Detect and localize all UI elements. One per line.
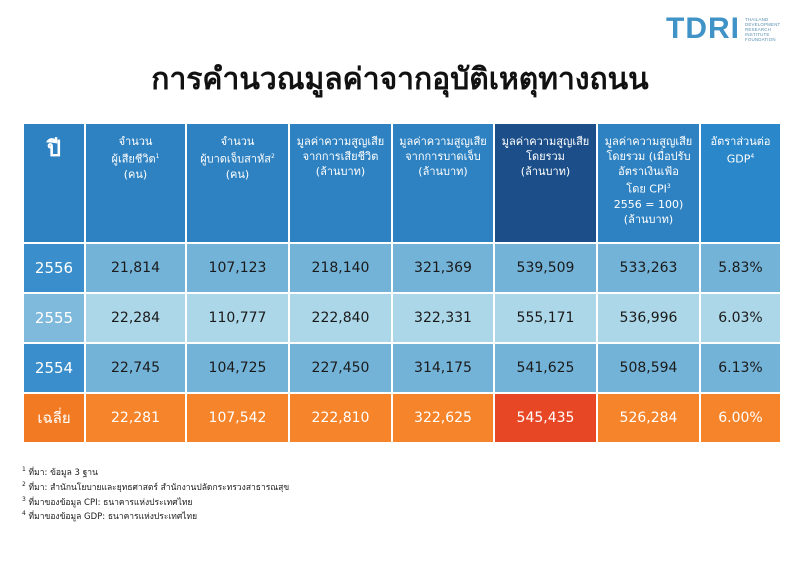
cell-loss-total: 545,435	[493, 392, 598, 444]
cell-gdp-ratio: 6.03%	[699, 292, 782, 344]
cell-gdp-ratio: 6.00%	[699, 392, 782, 444]
header-loss-injury: มูลค่าความสูญเสีย จากการบาดเจ็บ (ล้านบาท…	[391, 122, 495, 244]
table-row-average: เฉลี่ย 22,281 107,542 222,810 322,625 54…	[22, 392, 782, 444]
cell-gdp-ratio: 5.83%	[699, 242, 782, 294]
cell-deaths: 22,281	[84, 392, 187, 444]
cell-deaths: 22,745	[84, 342, 187, 394]
cell-gdp-ratio: 6.13%	[699, 342, 782, 394]
header-loss-adjusted: มูลค่าความสูญเสีย โดยรวม (เมื่อปรับ อัตร…	[596, 122, 701, 244]
table-row: 2556 21,814 107,123 218,140 321,369 539,…	[22, 242, 782, 294]
cell-loss-adjusted: 508,594	[596, 342, 701, 394]
row-year: เฉลี่ย	[22, 392, 86, 444]
cell-loss-death: 218,140	[288, 242, 393, 294]
footnote: 1 ที่มา: ข้อมูล 3 ฐาน	[22, 466, 98, 478]
cell-deaths: 22,284	[84, 292, 187, 344]
row-year: 2554	[22, 342, 86, 394]
logo-sub-line: RESEARCH	[745, 26, 771, 32]
cell-loss-death: 222,840	[288, 292, 393, 344]
cell-loss-injury: 322,625	[391, 392, 495, 444]
header-injured: จำนวน ผู้บาดเจ็บสาหัส2 (คน)	[185, 122, 290, 244]
cell-loss-death: 227,450	[288, 342, 393, 394]
header-loss-death: มูลค่าความสูญเสีย จากการเสียชีวิต (ล้านบ…	[288, 122, 393, 244]
row-year: 2556	[22, 242, 86, 294]
loss-table: ปี จำนวน ผู้เสียชีวิต1 (คน) จำนวน ผู้บาด…	[22, 122, 782, 444]
cell-loss-injury: 314,175	[391, 342, 495, 394]
footnotes: 1 ที่มา: ข้อมูล 3 ฐาน 2 ที่มา: สำนักนโยบ…	[22, 464, 289, 523]
cell-loss-adjusted: 536,996	[596, 292, 701, 344]
logo-sub-line: DEVELOPMENT	[745, 21, 781, 27]
footnote: 4 ที่มาของข้อมูล GDP: ธนาคารแห่งประเทศไท…	[22, 510, 198, 523]
logo-subtitle: THAILAND DEVELOPMENT RESEARCH INSTITUTE …	[745, 17, 780, 42]
header-year: ปี	[22, 122, 86, 244]
cell-injured: 107,542	[185, 392, 290, 444]
header-loss-total: มูลค่าความสูญเสีย โดยรวม (ล้านบาท)	[493, 122, 598, 244]
logo-wordmark: TDRI	[666, 12, 740, 45]
cell-loss-death: 222,810	[288, 392, 393, 444]
table-row: 2554 22,745 104,725 227,450 314,175 541,…	[22, 342, 782, 394]
logo-sub-line: INSTITUTE	[745, 31, 770, 37]
cell-loss-adjusted: 533,263	[596, 242, 701, 294]
header-gdp-ratio: อัตราส่วนต่อ GDP4	[699, 122, 782, 244]
footnote: 3 ที่มาของข้อมูล CPI: ธนาคารแห่งประเทศไท…	[22, 495, 193, 508]
footnote: 2 ที่มา: สำนักนโยบายและยุทธศาสตร์ สำนักง…	[22, 480, 290, 493]
cell-loss-injury: 321,369	[391, 242, 495, 294]
tdri-logo: TDRI THAILAND DEVELOPMENT RESEARCH INSTI…	[666, 12, 780, 46]
cell-loss-adjusted: 526,284	[596, 392, 701, 444]
logo-sub-line: FOUNDATION	[745, 36, 776, 42]
cell-injured: 110,777	[185, 292, 290, 344]
cell-loss-total: 541,625	[493, 342, 598, 394]
cell-loss-injury: 322,331	[391, 292, 495, 344]
table-row: 2555 22,284 110,777 222,840 322,331 555,…	[22, 292, 782, 344]
page-title: การคำนวณมูลค่าจากอุบัติเหตุทางถนน	[151, 62, 649, 97]
cell-deaths: 21,814	[84, 242, 187, 294]
cell-loss-total: 555,171	[493, 292, 598, 344]
cell-injured: 107,123	[185, 242, 290, 294]
cell-injured: 104,725	[185, 342, 290, 394]
header-deaths: จำนวน ผู้เสียชีวิต1 (คน)	[84, 122, 187, 244]
logo-sub-line: THAILAND	[745, 16, 769, 22]
row-year: 2555	[22, 292, 86, 344]
table-header-row: ปี จำนวน ผู้เสียชีวิต1 (คน) จำนวน ผู้บาด…	[22, 122, 782, 244]
cell-loss-total: 539,509	[493, 242, 598, 294]
